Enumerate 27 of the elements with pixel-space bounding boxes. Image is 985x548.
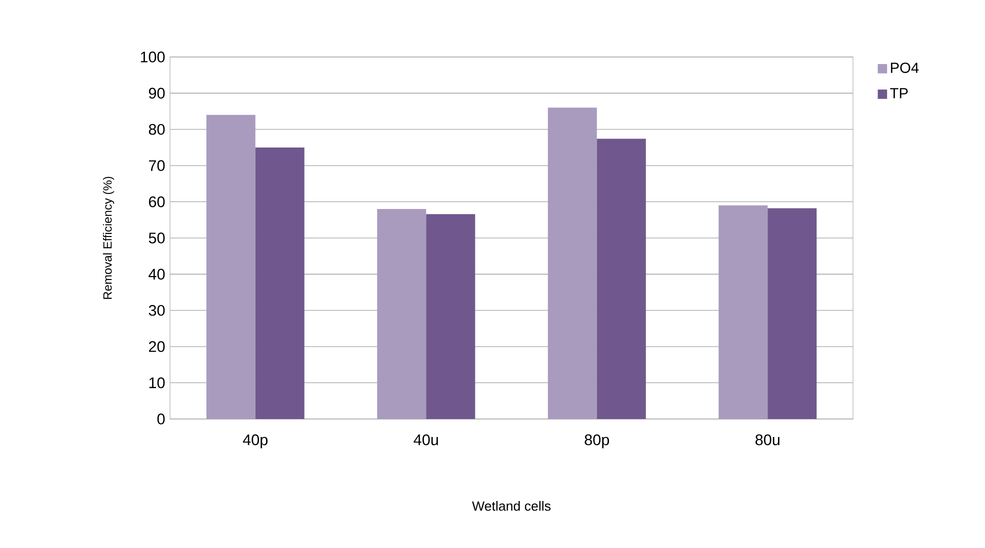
y-tick-label: 90: [148, 88, 165, 99]
y-tick-label: 100: [140, 52, 165, 62]
y-tick-label: 70: [149, 160, 165, 172]
bar: [206, 114, 256, 419]
y-tick-label: 80: [148, 124, 165, 135]
bar: [768, 208, 817, 419]
y-tick-label: 60: [149, 196, 165, 208]
legend-label: PO4: [890, 62, 919, 73]
x-tick-label: 80p: [584, 434, 610, 448]
bar: [426, 214, 476, 419]
y-tick-label: 20: [149, 341, 165, 352]
y-tick-label: 30: [148, 304, 165, 316]
bar: [377, 209, 426, 419]
x-axis-title: Wetland cells: [472, 500, 551, 511]
bar: [548, 108, 597, 419]
y-tick-label: 50: [148, 232, 165, 244]
x-tick-label: 80u: [756, 434, 780, 446]
x-tick-label: 40p: [242, 434, 268, 448]
bar: [255, 147, 304, 419]
x-tick-label: 40u: [414, 434, 438, 446]
bar: [718, 205, 768, 419]
y-tick-label: 40: [148, 268, 165, 280]
y-axis-title: Removal Efficiency (%): [102, 176, 114, 299]
legend-label: TP: [890, 88, 908, 98]
bar: [596, 138, 646, 419]
y-tick-label: 0: [157, 414, 165, 424]
y-tick-label: 10: [149, 377, 165, 388]
